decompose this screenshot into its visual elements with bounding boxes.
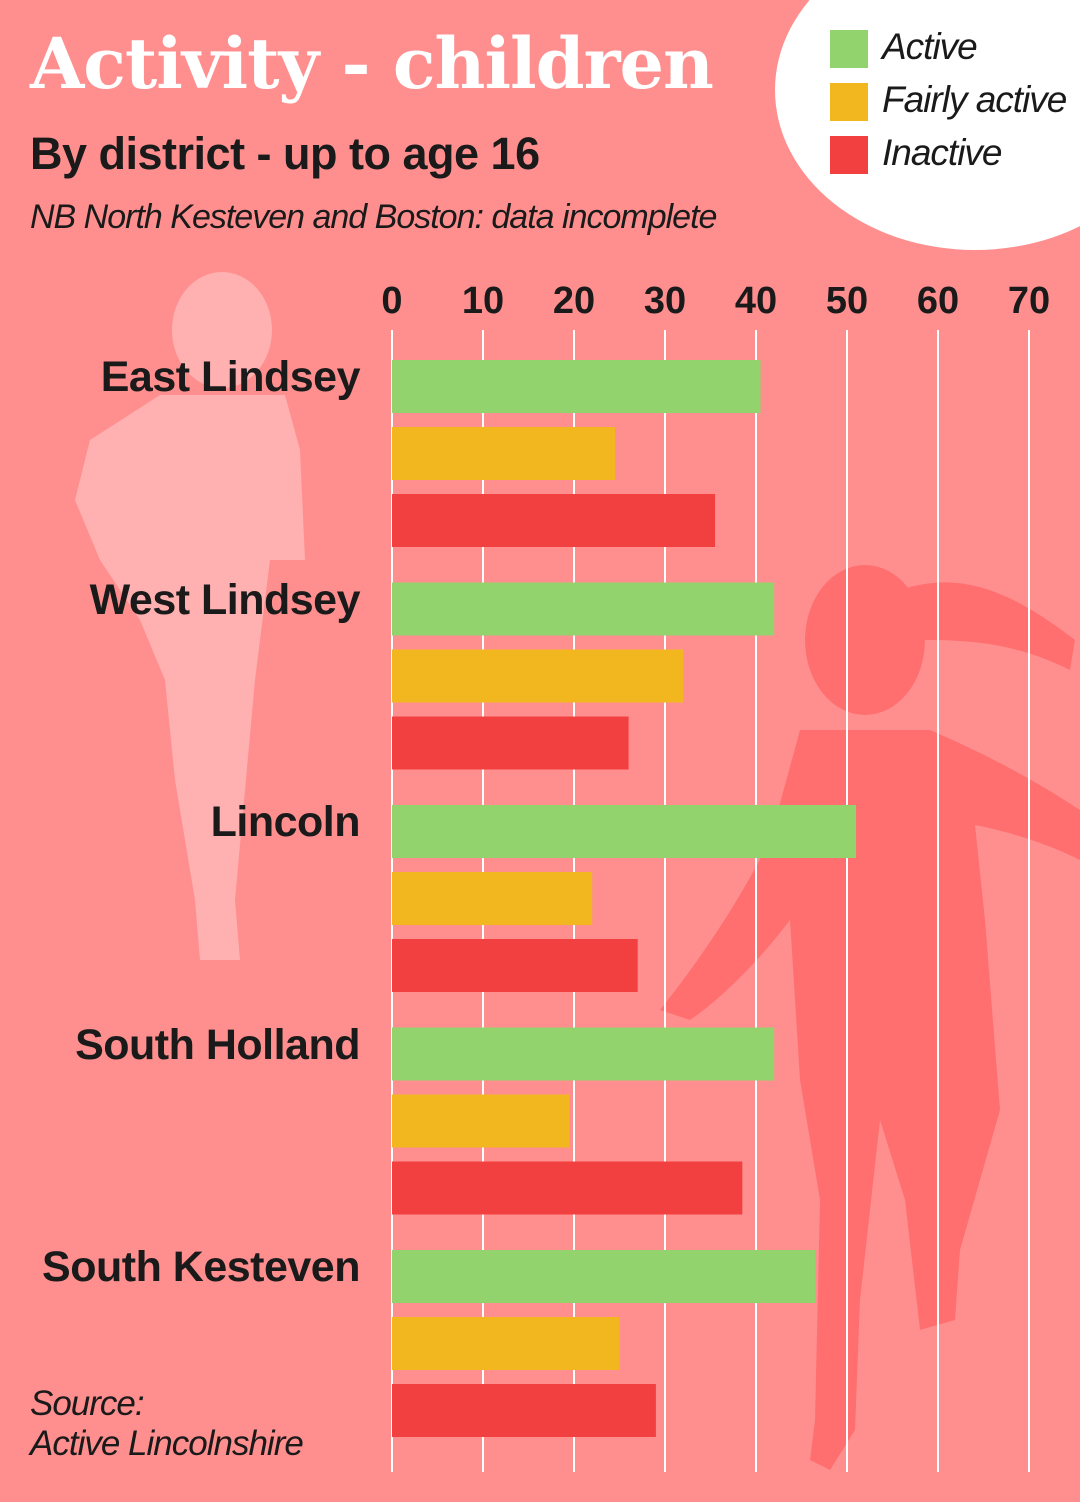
- source-name: Active Lincolnshire: [30, 1424, 304, 1463]
- bar-lincoln-active: [392, 805, 857, 858]
- bar-lincoln-fairly-active: [392, 872, 593, 925]
- bar-lincoln-inactive: [392, 939, 638, 992]
- bar-west-lindsey-inactive: [392, 716, 629, 770]
- category-label-south-kesteven: South Kesteven: [42, 1243, 360, 1291]
- legend-label-active: Active: [882, 26, 978, 67]
- source-label: Source:: [30, 1384, 145, 1423]
- bar-west-lindsey-active: [392, 582, 775, 636]
- bar-south-kesteven-fairly-active: [392, 1317, 620, 1370]
- category-label-south-holland: South Holland: [75, 1021, 360, 1069]
- legend-swatch-active: [830, 30, 868, 68]
- x-tick-label-50: 50: [826, 280, 868, 322]
- girl-silhouette: [660, 565, 1080, 1470]
- bar-south-kesteven-inactive: [392, 1384, 656, 1437]
- bar-east-lindsey-fairly-active: [392, 427, 615, 480]
- source-note: Source: Active Lincolnshire: [30, 1384, 304, 1464]
- legend-label-fairly-active: Fairly active: [882, 79, 1067, 120]
- category-label-east-lindsey: East Lindsey: [100, 353, 361, 401]
- bar-south-holland-fairly-active: [392, 1094, 570, 1148]
- bar-east-lindsey-active: [392, 360, 761, 413]
- legend-label-inactive: Inactive: [882, 132, 1003, 173]
- category-label-lincoln: Lincoln: [210, 798, 361, 846]
- x-tick-label-70: 70: [1008, 280, 1050, 322]
- bar-west-lindsey-fairly-active: [392, 649, 684, 703]
- x-tick-label-30: 30: [644, 280, 686, 322]
- x-tick-label-20: 20: [553, 280, 595, 322]
- bar-south-kesteven-active: [392, 1250, 816, 1303]
- legend-swatch-inactive: [830, 136, 868, 174]
- x-tick-label-10: 10: [462, 280, 504, 322]
- bar-south-holland-active: [392, 1027, 775, 1081]
- category-label-west-lindsey: West Lindsey: [89, 576, 361, 624]
- boy-silhouette: [75, 272, 305, 960]
- data-note: NB North Kesteven and Boston: data incom…: [30, 198, 717, 236]
- legend-swatch-fairly-active: [830, 83, 868, 121]
- chart-title: Activity - children: [30, 22, 714, 105]
- bar-south-holland-inactive: [392, 1161, 743, 1215]
- x-tick-label-60: 60: [917, 280, 959, 322]
- chart-subtitle: By district - up to age 16: [30, 128, 540, 179]
- x-tick-label-40: 40: [735, 280, 777, 322]
- bar-east-lindsey-inactive: [392, 494, 716, 547]
- x-tick-label-0: 0: [381, 280, 402, 322]
